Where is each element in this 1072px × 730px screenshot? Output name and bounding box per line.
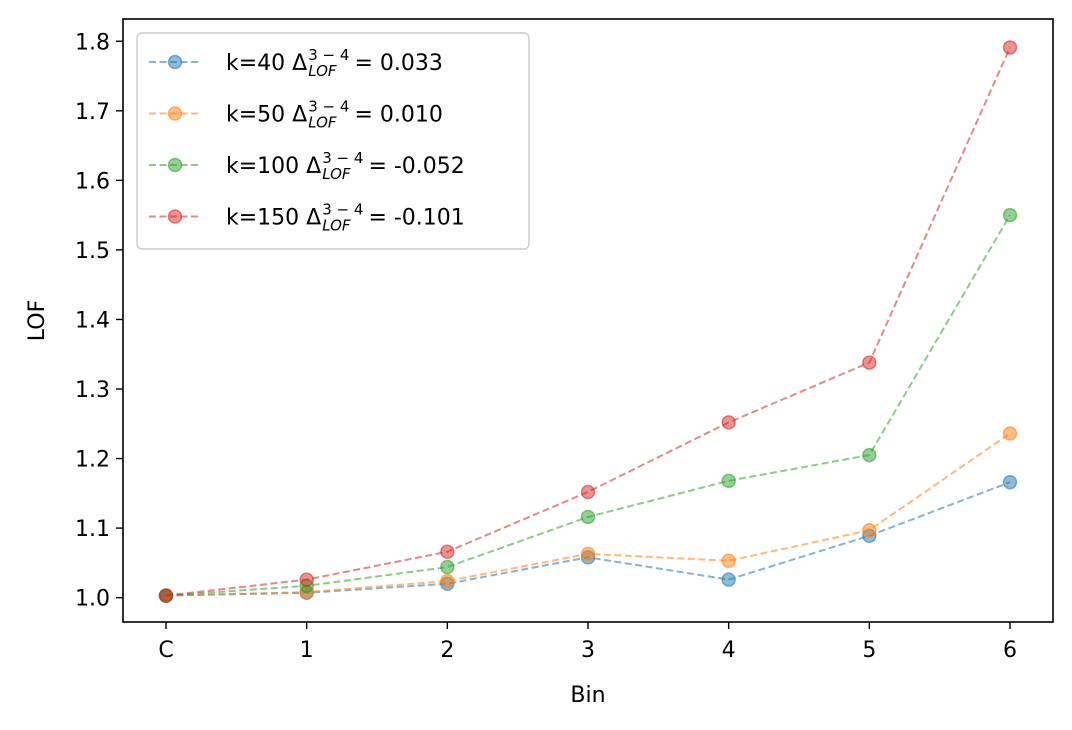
legend-delta-sub: LOF [308, 114, 337, 132]
legend-delta-sub: LOF [308, 62, 337, 80]
x-tick-label: 3 [581, 638, 595, 663]
x-tick-label: 2 [440, 638, 454, 663]
data-point [440, 544, 455, 560]
legend-delta-symbol: Δ [306, 154, 321, 179]
legend-series-name: k=150 [226, 206, 299, 231]
x-tick-label: 4 [722, 638, 736, 663]
data-point [1002, 426, 1018, 441]
y-tick-label: 1.0 [75, 587, 110, 612]
legend-delta-sub: LOF [322, 165, 351, 183]
data-point [580, 546, 596, 562]
data-point [158, 588, 174, 603]
y-axis-label: LOF [25, 300, 50, 341]
data-point [721, 572, 736, 587]
legend-delta-symbol: Δ [292, 103, 307, 128]
data-point [580, 509, 596, 525]
data-point [299, 572, 314, 587]
series-k=150 [158, 40, 1018, 603]
legend-label: k=50 Δ [226, 103, 307, 128]
legend-box [136, 32, 530, 250]
legend-delta-sup: 3 − 4 [322, 149, 363, 167]
y-tick-label: 1.3 [75, 378, 110, 403]
x-tick-label: 5 [862, 638, 876, 663]
data-point [440, 559, 455, 575]
y-tick-label: 1.6 [75, 169, 110, 194]
y-tick-label: 1.2 [75, 448, 110, 473]
data-point [440, 573, 455, 589]
data-point [580, 484, 596, 500]
legend-delta-value: = -0.101 [368, 206, 464, 231]
data-point [1002, 207, 1018, 223]
x-tick-label: 6 [1003, 638, 1017, 663]
x-tick-label: 1 [300, 638, 314, 663]
data-point [862, 522, 877, 538]
y-tick-label: 1.1 [75, 517, 110, 542]
x-axis: C 1 2 3 4 5 6 [158, 622, 1017, 663]
data-point [1002, 474, 1018, 490]
data-point [1002, 40, 1018, 55]
legend-label: k=150 Δ [226, 206, 321, 231]
legend-swatch-marker [167, 157, 183, 173]
series-k=100 [158, 207, 1018, 603]
y-axis: 1.0 1.1 1.2 1.3 1.4 1.5 1.6 1.7 1.8 [75, 30, 123, 612]
legend-delta-value: = 0.033 [354, 51, 442, 76]
legend-swatch-marker [167, 54, 183, 70]
data-point [721, 415, 736, 430]
series-line [165, 214, 1011, 597]
series-layer [158, 40, 1018, 603]
legend-delta-sup: 3 − 4 [308, 46, 349, 64]
legend-delta-sup: 3 − 4 [322, 201, 363, 219]
series-line [165, 481, 1011, 597]
data-point [721, 553, 736, 569]
y-tick-label: 1.5 [75, 239, 110, 264]
x-axis-label: Bin [570, 683, 605, 708]
y-tick-label: 1.4 [75, 308, 110, 333]
legend-swatch-marker [167, 106, 183, 121]
data-point [862, 447, 877, 463]
legend-swatch-marker [167, 209, 183, 224]
legend-delta-value: = 0.010 [354, 103, 442, 128]
legend-delta-symbol: Δ [306, 206, 321, 231]
legend-series-name: k=40 [226, 51, 285, 76]
data-point [721, 473, 736, 489]
legend-series-name: k=50 [226, 103, 285, 128]
legend-delta-sup: 3 − 4 [308, 98, 349, 116]
legend-delta-sub: LOF [322, 217, 351, 235]
legend-label: k=40 Δ [226, 51, 307, 76]
legend-delta-symbol: Δ [292, 51, 307, 76]
data-point [862, 355, 877, 370]
legend-delta-value: = -0.052 [368, 154, 464, 179]
y-tick-label: 1.8 [75, 30, 110, 55]
y-tick-label: 1.7 [75, 100, 110, 125]
x-tick-label: C [158, 638, 173, 663]
legend-label: k=100 Δ [226, 154, 321, 179]
legend-series-name: k=100 [226, 154, 299, 179]
